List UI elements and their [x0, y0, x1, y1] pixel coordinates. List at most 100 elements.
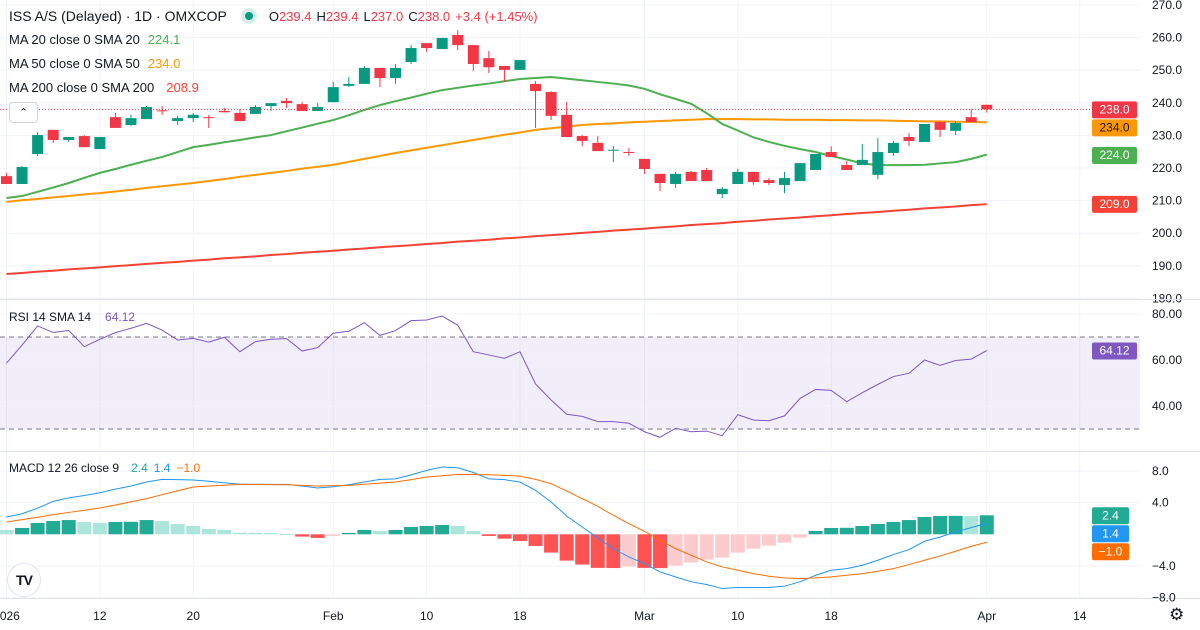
macd-histogram-bar — [201, 528, 216, 535]
price-tick-label: 240.0 — [1152, 96, 1182, 110]
ohlc-readout: O239.4 H239.4 L237.0 C238.0 +3.4 (+1.45%) — [269, 9, 543, 24]
candle-body — [856, 159, 868, 166]
macd-badge — [1092, 543, 1129, 561]
candle-body — [779, 178, 790, 185]
macd-histogram-bar — [279, 533, 294, 535]
candle-body — [514, 60, 526, 70]
macd-histogram-bar — [481, 534, 496, 536]
rsi-tick-label: 60.00 — [1152, 353, 1182, 367]
candle-body — [421, 43, 433, 49]
legend-ma200[interactable]: MA 200 close 0 SMA 200 208.9 — [9, 80, 199, 95]
macd-histogram-bar — [15, 527, 30, 535]
candle-body — [670, 173, 682, 184]
macd-histogram-bar — [497, 534, 512, 539]
macd-histogram-bar — [108, 522, 123, 535]
candle-body — [234, 112, 246, 122]
close-value: 238.0 — [417, 9, 451, 24]
macd-badge-label: 1.4 — [1102, 526, 1119, 540]
macd-badge — [1092, 507, 1129, 525]
macd-histogram-bar — [917, 517, 932, 535]
market-open-icon — [240, 8, 257, 24]
tradingview-logo[interactable]: TV — [7, 563, 41, 597]
sma50-line — [6, 118, 987, 203]
macd-line — [6, 466, 987, 590]
candle-body — [545, 92, 557, 116]
candle-body — [747, 171, 759, 183]
macd-signal-value: −1.0 — [176, 461, 201, 475]
candle-body — [187, 114, 199, 119]
macd-histogram-bar — [528, 534, 543, 546]
candle-body — [638, 158, 650, 169]
macd-histogram-bar — [264, 532, 279, 535]
legend-ma20[interactable]: MA 20 close 0 SMA 20 224.1 — [9, 32, 180, 47]
candle-body — [919, 123, 931, 142]
macd-histogram-bar — [964, 516, 979, 535]
x-tick-label: Apr — [977, 609, 996, 623]
candle-body — [825, 152, 837, 157]
macd-label: MACD 12 26 close 9 — [9, 461, 120, 475]
macd-histogram-bar — [61, 520, 76, 535]
candle-body — [125, 118, 137, 125]
candle-body — [701, 169, 713, 182]
price-badge-label: 238.0 — [1099, 102, 1129, 116]
low-label: L — [363, 9, 371, 24]
x-tick-label: 20 — [187, 609, 201, 623]
macd-histogram-bar — [248, 532, 263, 535]
candle-body — [47, 129, 59, 140]
macd-histogram-bar — [155, 520, 170, 535]
candle-body — [94, 137, 106, 150]
macd-histogram-bar — [419, 525, 434, 535]
candle-body — [32, 135, 44, 154]
symbol-title[interactable]: ISS A/S (Delayed) · 1D · OMXCOP — [9, 8, 227, 24]
price-tick-label: 180.0 — [1152, 291, 1182, 305]
candle-body — [467, 45, 479, 65]
legend-ma50[interactable]: MA 50 close 0 SMA 50 234.0 — [9, 56, 180, 71]
legend-macd[interactable]: MACD 12 26 close 9 2.4 1.4 −1.0 — [9, 461, 200, 475]
ma20-value: 224.1 — [147, 32, 181, 47]
legend-rsi[interactable]: RSI 14 SMA 14 64.12 — [9, 310, 135, 324]
high-value: 239.4 — [325, 9, 359, 24]
macd-line-value: 1.4 — [153, 461, 171, 475]
macd-histogram-bar — [170, 524, 185, 535]
x-tick-label: 2026 — [0, 609, 20, 623]
macd-badge-label: 2.4 — [1102, 508, 1119, 522]
macd-histogram-bar — [512, 534, 527, 541]
macd-histogram-bar — [92, 522, 107, 535]
macd-histogram-bar — [186, 525, 201, 535]
macd-histogram-bar — [621, 534, 636, 567]
price-tick-label: 200.0 — [1152, 226, 1182, 240]
candle-body — [965, 117, 977, 123]
candle-body — [716, 188, 728, 195]
candle-body — [109, 117, 121, 128]
candle-body — [16, 167, 28, 184]
macd-histogram-bar — [870, 524, 885, 535]
candle-body — [203, 117, 215, 119]
macd-histogram-bar — [824, 527, 839, 535]
macd-histogram-bar — [295, 534, 310, 537]
collapse-legend-button[interactable]: ⌃ — [9, 102, 38, 123]
macd-histogram-bar — [808, 530, 823, 535]
candle-body — [498, 65, 510, 70]
price-badge — [1092, 146, 1137, 164]
ma200-value: 208.9 — [166, 80, 199, 95]
x-tick-label: 10 — [420, 609, 434, 623]
candle-body — [763, 180, 775, 183]
gear-icon[interactable]: ⚙ — [1169, 605, 1185, 624]
ma50-label: MA 50 close 0 SMA 50 — [9, 56, 140, 71]
candle-body — [249, 107, 261, 114]
candle-body — [63, 137, 75, 140]
candle-body — [872, 152, 884, 175]
macd-histogram-bar — [746, 534, 761, 549]
macd-histogram-bar — [575, 534, 590, 565]
price-tick-label: 250.0 — [1152, 63, 1182, 77]
ma200-label: MA 200 close 0 SMA 200 — [9, 80, 155, 95]
macd-histogram-bar — [668, 534, 683, 566]
macd-histogram-bar — [886, 522, 901, 535]
macd-histogram-bar — [77, 522, 92, 535]
price-badge — [1092, 195, 1137, 213]
price-tick-label: 190.0 — [1152, 259, 1182, 273]
macd-badge-label: −1.0 — [1099, 544, 1123, 558]
candle-body — [358, 67, 370, 84]
macd-histogram-bar — [30, 522, 45, 535]
